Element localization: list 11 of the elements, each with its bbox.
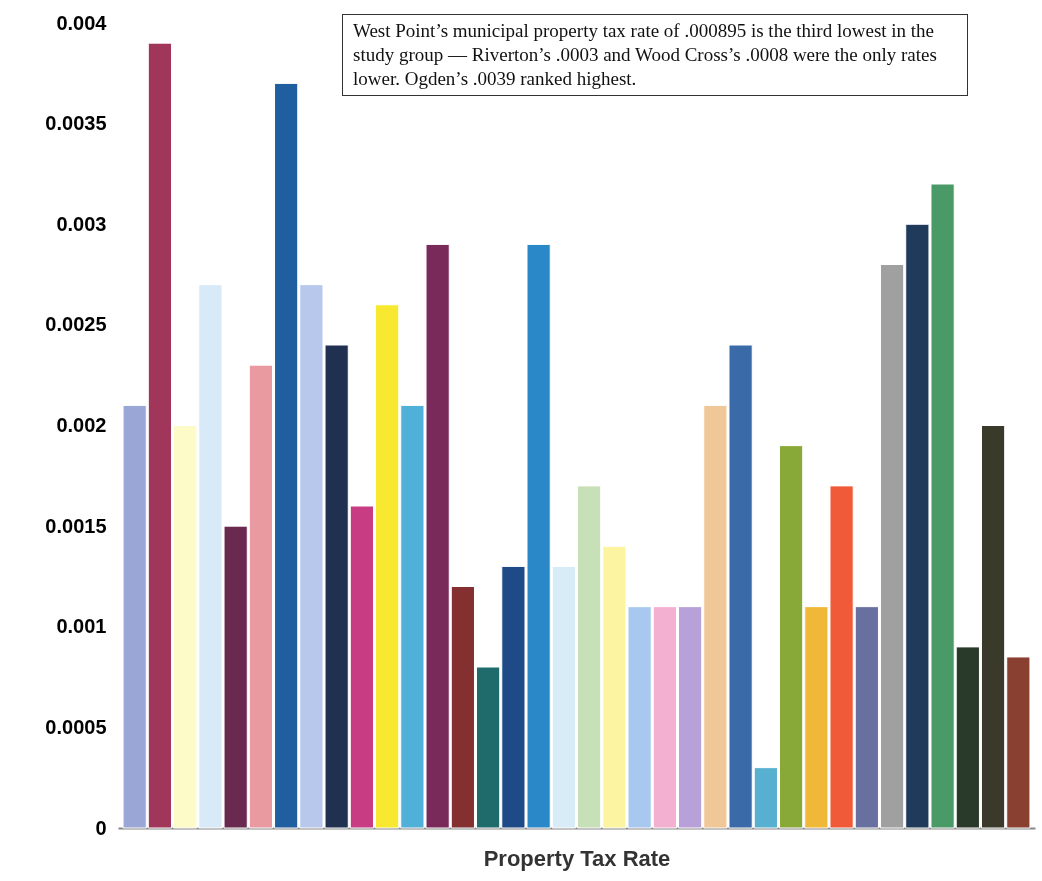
y-tick-label: 0.003 bbox=[56, 212, 107, 235]
y-tick-label: 0.0015 bbox=[45, 514, 107, 537]
y-tick-label: 0.0025 bbox=[45, 313, 107, 336]
y-tick-label: 0.004 bbox=[56, 11, 108, 34]
y-tick-label: 0.001 bbox=[56, 615, 107, 638]
y-tick-label: 0.0005 bbox=[45, 715, 107, 738]
y-tick-label: 0.002 bbox=[56, 414, 107, 436]
y-tick-label: 0 bbox=[95, 816, 107, 839]
y-tick-label: 0.0035 bbox=[45, 112, 107, 135]
x-axis-title: Property Tax Rate bbox=[483, 845, 671, 871]
annotation: West Point’s municipal property tax rate of .000895 is the third lowest in the study group — Riverton’s .0003 and Wood Cross’s .0008 were the only rates lower. Ogden’s .0039 ranked highest. bbox=[342, 14, 968, 96]
